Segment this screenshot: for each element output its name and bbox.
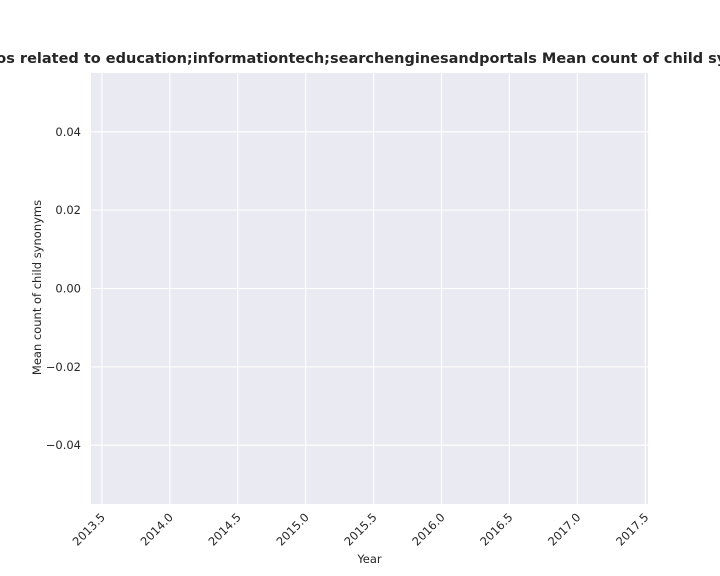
x-tick-label: 2013.5 bbox=[70, 510, 108, 548]
x-axis-label: Year bbox=[356, 552, 382, 566]
x-tick-label: 2017.0 bbox=[545, 510, 583, 548]
x-tick-label: 2015.0 bbox=[273, 510, 311, 548]
y-tick-labels: 0.04 0.02 0.00 −0.02 −0.04 bbox=[46, 125, 81, 452]
x-tick-label: 2017.5 bbox=[613, 510, 651, 548]
y-tick-label: 0.04 bbox=[55, 125, 81, 139]
y-axis-label: Mean count of child synonyms bbox=[30, 200, 44, 375]
y-tick-label: 0.02 bbox=[55, 203, 81, 217]
x-tick-label: 2015.5 bbox=[341, 510, 379, 548]
y-tick-label: −0.04 bbox=[46, 438, 81, 452]
chart-title: Number of repos related to education;inf… bbox=[0, 51, 720, 67]
x-tick-labels: 2013.5 2014.0 2014.5 2015.0 2015.5 2016.0 2016… bbox=[70, 510, 652, 548]
y-tick-label: 0.00 bbox=[55, 282, 81, 296]
x-tick-label: 2016.5 bbox=[477, 510, 515, 548]
x-tick-label: 2016.0 bbox=[409, 510, 447, 548]
y-gridlines bbox=[91, 131, 648, 446]
x-tick-label: 2014.5 bbox=[205, 510, 243, 548]
y-tick-label: −0.02 bbox=[46, 360, 81, 374]
x-tick-label: 2014.0 bbox=[138, 510, 176, 548]
